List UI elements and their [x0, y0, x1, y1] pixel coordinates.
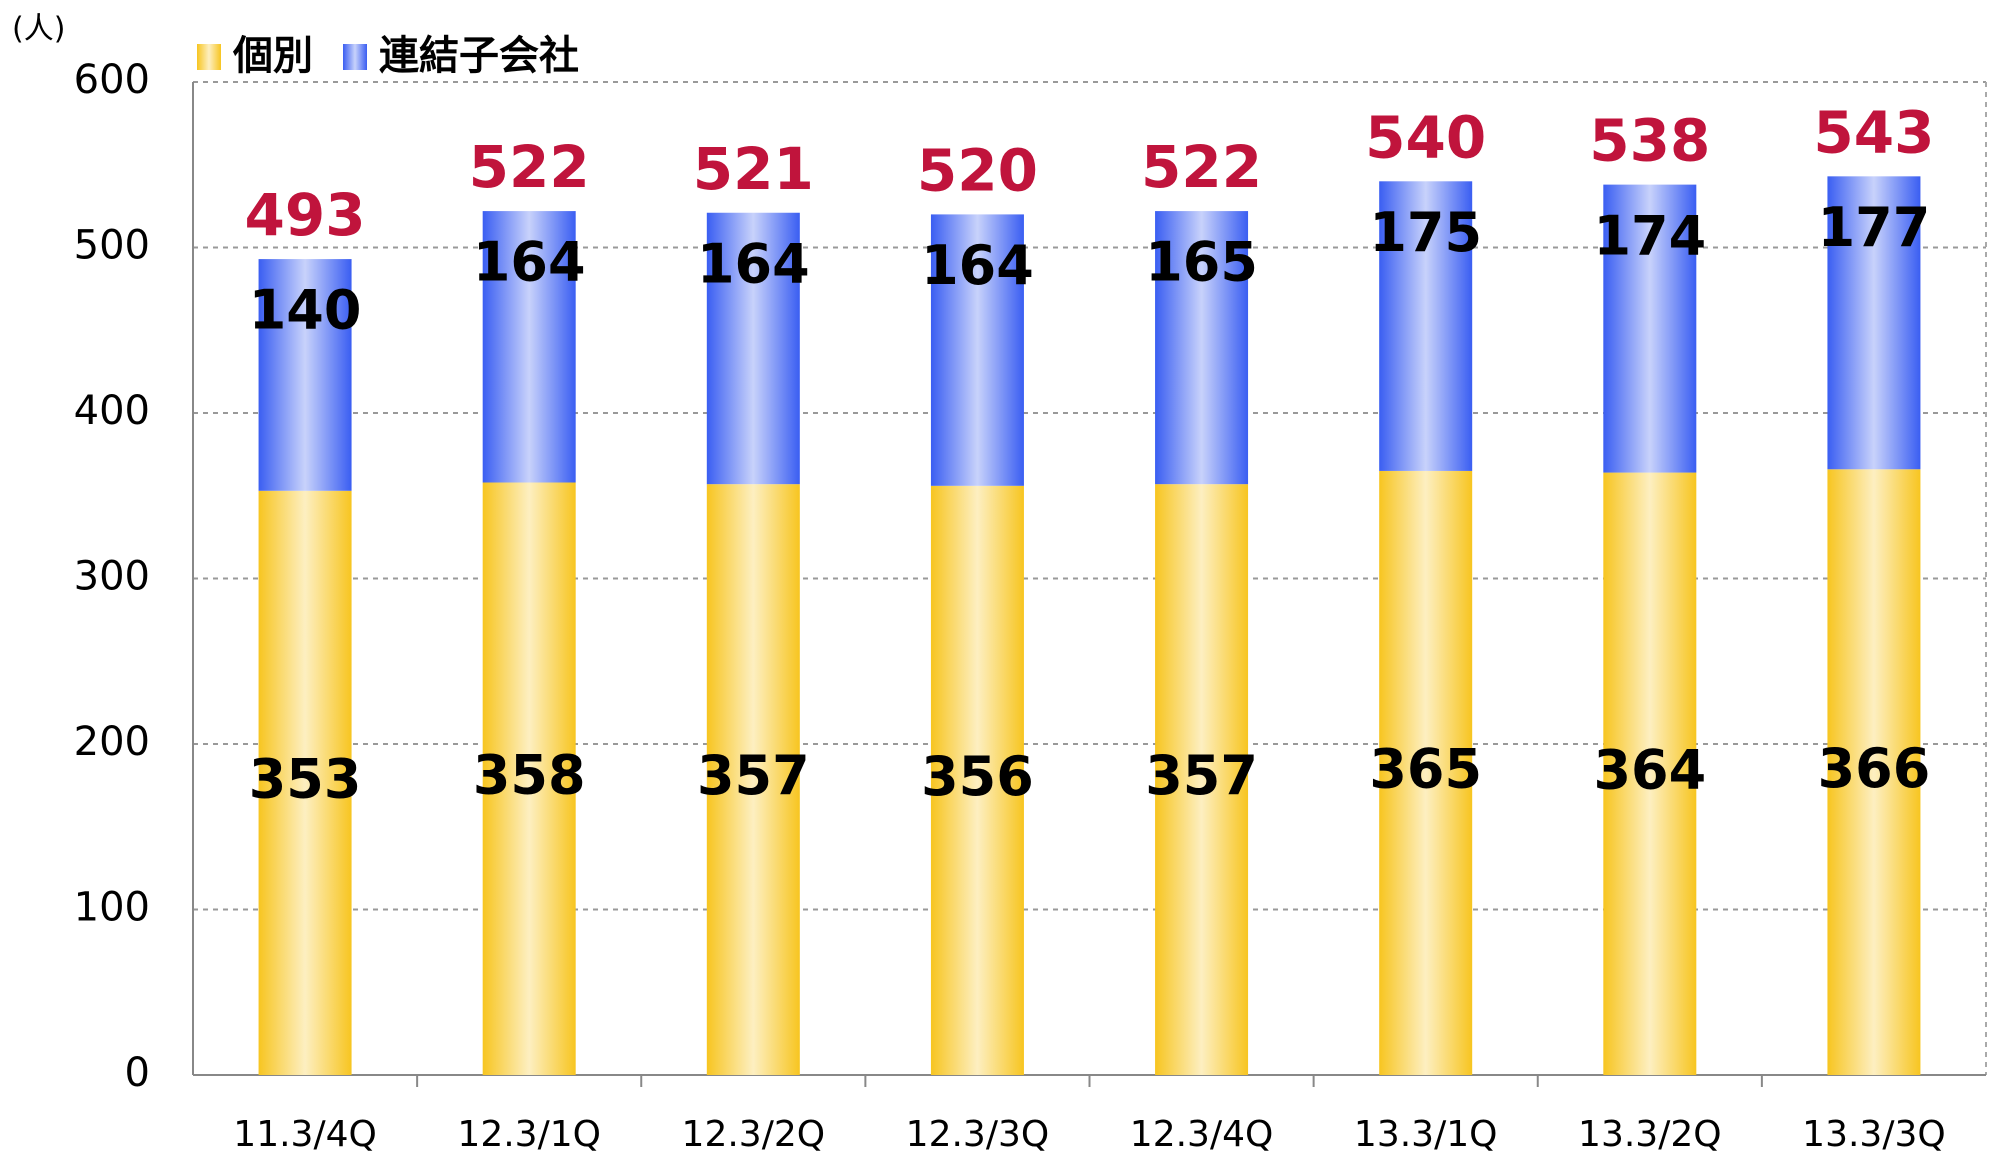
- bar-segment: [1379, 470, 1473, 1075]
- segment-label: 164: [473, 231, 586, 294]
- total-label: 520: [917, 137, 1038, 205]
- bar-segment: [482, 211, 576, 483]
- segment-label: 164: [697, 232, 810, 295]
- segment-label: 140: [249, 279, 362, 342]
- segment-label: 175: [1369, 201, 1482, 264]
- bar-segment: [930, 485, 1024, 1075]
- y-tick-label: 200: [74, 719, 150, 765]
- segment-label: 353: [249, 748, 362, 811]
- y-tick-label: 500: [74, 223, 150, 269]
- total-label: 521: [693, 135, 814, 203]
- segment-label: 165: [1145, 231, 1258, 294]
- y-tick-label: 0: [125, 1050, 150, 1096]
- total-label: 493: [245, 181, 366, 249]
- segment-label: 357: [697, 744, 810, 807]
- segment-label: 364: [1593, 738, 1706, 801]
- segment-label: 164: [921, 234, 1034, 297]
- x-tick-label: 13.3/3Q: [1802, 1114, 1946, 1155]
- total-label: 538: [1589, 107, 1710, 175]
- segment-label: 358: [473, 743, 586, 806]
- x-tick-label: 11.3/4Q: [233, 1114, 377, 1155]
- bar-segment: [1827, 176, 1921, 470]
- bar-segment: [706, 484, 800, 1075]
- total-label: 540: [1365, 103, 1486, 171]
- bar-segment: [258, 490, 352, 1075]
- bar-segment: [482, 482, 576, 1075]
- legend-label: 連結子会社: [379, 33, 579, 79]
- legend-swatch: [197, 44, 221, 70]
- bar-segment: [1603, 184, 1697, 473]
- legend-swatch: [343, 44, 367, 70]
- bar-segment: [706, 212, 800, 485]
- y-tick-label: 300: [74, 554, 150, 600]
- bar-segment: [1827, 469, 1921, 1075]
- bar-segment: [1155, 484, 1249, 1075]
- segment-label: 357: [1145, 744, 1258, 807]
- x-tick-label: 12.3/3Q: [906, 1114, 1050, 1155]
- segment-label: 174: [1593, 204, 1706, 267]
- y-tick-label: 100: [74, 885, 150, 931]
- total-label: 522: [1141, 133, 1262, 201]
- x-tick-label: 12.3/1Q: [457, 1114, 601, 1155]
- bar-segment: [930, 214, 1024, 486]
- y-axis-label: (人): [12, 12, 65, 47]
- segment-label: 356: [921, 745, 1034, 808]
- x-tick-label: 12.3/2Q: [682, 1114, 826, 1155]
- x-tick-label: 13.3/1Q: [1354, 1114, 1498, 1155]
- total-label: 543: [1813, 98, 1934, 166]
- y-tick-label: 400: [74, 388, 150, 434]
- segment-label: 365: [1369, 738, 1482, 801]
- bar-segment: [258, 259, 352, 491]
- x-tick-label: 12.3/4Q: [1130, 1114, 1274, 1155]
- bar-segment: [1155, 211, 1249, 485]
- bar-segment: [1379, 181, 1473, 471]
- legend-label: 個別: [232, 33, 313, 79]
- segment-label: 366: [1818, 737, 1931, 800]
- segment-label: 177: [1818, 196, 1931, 259]
- x-tick-label: 13.3/2Q: [1578, 1114, 1722, 1155]
- total-label: 522: [469, 133, 590, 201]
- y-tick-label: 600: [74, 57, 150, 103]
- bar-segment: [1603, 472, 1697, 1076]
